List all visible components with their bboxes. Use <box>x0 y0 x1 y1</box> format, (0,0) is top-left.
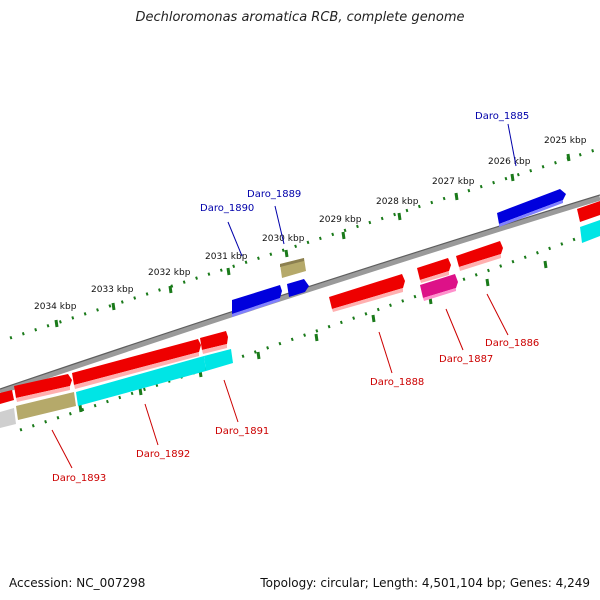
upper-major-ticks <box>54 153 571 328</box>
tick-label: 2025 kbp <box>544 136 587 146</box>
gene-label[interactable]: Daro_1886 <box>485 338 539 349</box>
tick-label: 2026 kbp <box>488 157 531 167</box>
gene-label[interactable]: Daro_1885 <box>475 111 529 122</box>
upper-tick-track <box>9 148 596 340</box>
tick-label: 2031 kbp <box>205 252 248 262</box>
gene-label[interactable]: Daro_1892 <box>136 449 190 460</box>
lower-major-ticks <box>78 260 548 413</box>
tick-label: 2032 kbp <box>148 268 191 278</box>
accession-text: Accession: NC_007298 <box>9 576 146 590</box>
tick-label: 2033 kbp <box>91 285 134 295</box>
diagram-title: Dechloromonas aromatica RCB, complete ge… <box>135 10 465 25</box>
gene-leader-lines-blue <box>227 123 517 257</box>
tick-label: 2034 kbp <box>34 302 77 312</box>
tick-label: 2030 kbp <box>262 234 305 244</box>
tick-label: 2027 kbp <box>432 177 475 187</box>
gene-blocks <box>0 189 600 428</box>
gene-label[interactable]: Daro_1888 <box>370 377 424 388</box>
tick-label: 2029 kbp <box>319 215 362 225</box>
gene-leader-lines <box>51 293 509 469</box>
tick-label: 2028 kbp <box>376 197 419 207</box>
gene-label[interactable]: Daro_1893 <box>52 473 106 484</box>
gene-label[interactable]: Daro_1889 <box>247 189 301 200</box>
gene-label[interactable]: Daro_1890 <box>200 203 254 214</box>
genome-summary-text: Topology: circular; Length: 4,501,104 bp… <box>260 576 590 590</box>
gene-label[interactable]: Daro_1891 <box>215 426 269 437</box>
gene-label[interactable]: Daro_1887 <box>439 354 493 365</box>
lower-tick-track <box>19 228 600 432</box>
